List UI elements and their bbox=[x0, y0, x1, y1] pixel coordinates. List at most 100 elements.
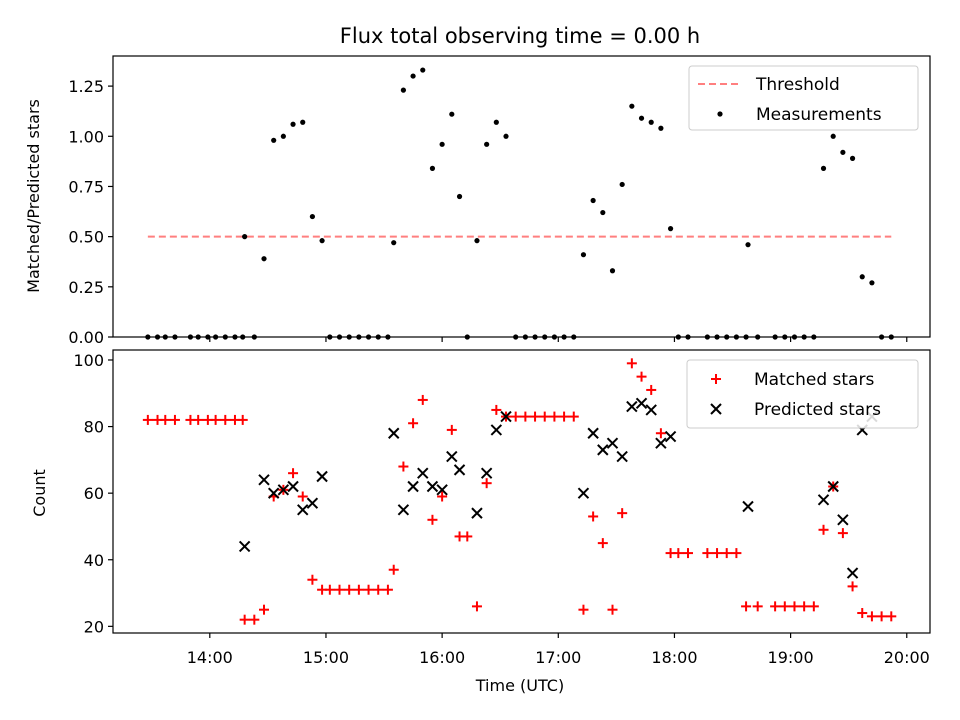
y-tick-label: 1.25 bbox=[68, 77, 104, 96]
measurement-point bbox=[474, 238, 480, 244]
matched-star-point bbox=[626, 358, 637, 369]
matched-star-point bbox=[578, 604, 589, 615]
x-tick-label: 20:00 bbox=[884, 648, 930, 667]
matched-star-point bbox=[481, 478, 492, 489]
predicted-star-point bbox=[635, 397, 648, 409]
measurement-point bbox=[745, 242, 751, 248]
measurement-point bbox=[309, 213, 316, 220]
predicted-star-point bbox=[287, 480, 299, 493]
predicted-star-point bbox=[664, 430, 677, 443]
matched-star-point bbox=[847, 581, 858, 592]
matched-star-point bbox=[752, 601, 763, 612]
measurement-point bbox=[600, 209, 606, 216]
flux-ratio-x-ticks bbox=[209, 337, 908, 342]
matched-star-point bbox=[673, 548, 684, 559]
measurement-point bbox=[820, 165, 827, 171]
matched-star-point bbox=[530, 411, 541, 422]
predicted-star-point bbox=[426, 480, 439, 493]
x-tick-label: 15:00 bbox=[303, 648, 349, 667]
predicted-star-point bbox=[817, 494, 830, 506]
matched-star-point bbox=[491, 404, 502, 415]
matched-star-point bbox=[568, 411, 579, 422]
measurement-point bbox=[859, 274, 865, 280]
measurement-point bbox=[503, 133, 509, 139]
legend-measurements-label: Measurements bbox=[756, 105, 882, 125]
y-tick-label: 0.25 bbox=[68, 278, 104, 297]
measurement-point bbox=[849, 155, 856, 161]
matched-star-point bbox=[682, 548, 693, 559]
y-tick-label: 100 bbox=[73, 351, 104, 370]
legend-threshold-label: Threshold bbox=[755, 75, 840, 95]
measurement-point bbox=[484, 141, 490, 147]
measurement-point bbox=[420, 67, 426, 73]
matched-star-point bbox=[712, 548, 723, 559]
matched-star-point bbox=[427, 514, 438, 525]
x-tick-label: 19:00 bbox=[768, 648, 814, 667]
predicted-star-point bbox=[277, 484, 290, 496]
matched-star-point bbox=[770, 601, 781, 612]
measurement-point bbox=[456, 193, 463, 200]
matched-star-point bbox=[334, 584, 345, 595]
y-tick-label: 40 bbox=[84, 551, 104, 570]
matched-star-point bbox=[237, 414, 248, 425]
predicted-star-point bbox=[837, 514, 849, 526]
matched-star-point bbox=[307, 574, 318, 585]
x-tick-label: 16:00 bbox=[419, 648, 465, 667]
matched-star-point bbox=[363, 584, 374, 595]
matched-star-point bbox=[721, 548, 732, 559]
matched-star-point bbox=[388, 564, 399, 575]
measurement-point bbox=[840, 149, 846, 155]
measurement-point bbox=[619, 181, 625, 188]
legend-matched-swatch bbox=[711, 374, 721, 384]
measurement-point bbox=[830, 133, 836, 139]
measurement-point bbox=[648, 119, 654, 125]
predicted-star-point bbox=[626, 400, 638, 413]
predicted-star-point bbox=[436, 484, 448, 496]
flux-ratio-y-axis-label: Matched/Predicted stars bbox=[24, 99, 43, 293]
measurement-point bbox=[629, 103, 635, 109]
predicted-star-point bbox=[407, 480, 419, 493]
flux-ratio-panel: 0.00 0.25 0.50 0.75 1.00 1.25 Matched/Predict… bbox=[24, 55, 931, 347]
matched-star-point bbox=[408, 418, 419, 429]
chart-title: Flux total observing time = 0.00 h bbox=[340, 24, 700, 48]
measurement-point bbox=[429, 165, 436, 171]
predicted-star-point bbox=[446, 450, 458, 463]
y-tick-label: 20 bbox=[84, 617, 104, 636]
matched-star-point bbox=[617, 508, 628, 519]
matched-star-point bbox=[353, 584, 364, 595]
matched-star-point bbox=[210, 414, 221, 425]
measurement-point bbox=[580, 252, 587, 258]
star-count-panel: 20 40 60 80 100 14:00 15:00 16:00 17:00 18:00 19:… bbox=[30, 349, 931, 695]
y-tick-label: 60 bbox=[84, 484, 104, 503]
measurement-point bbox=[493, 119, 499, 125]
matched-star-point bbox=[373, 584, 384, 595]
matched-star-point bbox=[789, 601, 800, 612]
measurement-point bbox=[658, 125, 664, 131]
measurement-point bbox=[667, 226, 674, 232]
matched-star-point bbox=[837, 528, 848, 539]
predicted-star-point bbox=[267, 487, 280, 499]
matched-star-point bbox=[220, 414, 231, 425]
legend-frame bbox=[686, 359, 919, 429]
measurement-point bbox=[280, 133, 286, 139]
matched-star-point bbox=[876, 611, 887, 622]
matched-star-point bbox=[259, 604, 270, 615]
measurement-point bbox=[391, 240, 397, 246]
x-tick-label: 14:00 bbox=[187, 648, 233, 667]
matched-star-point bbox=[324, 584, 335, 595]
matched-star-point bbox=[655, 428, 666, 439]
measurement-point bbox=[300, 119, 306, 125]
matched-star-point bbox=[249, 614, 260, 625]
matched-star-point bbox=[510, 411, 521, 422]
matched-star-point bbox=[597, 538, 608, 549]
matched-star-point bbox=[818, 524, 829, 535]
star-count-x-ticks: 14:00 15:00 16:00 17:00 18:00 19:00 20:00 bbox=[187, 633, 930, 667]
measurement-point bbox=[869, 280, 875, 286]
predicted-star-point bbox=[827, 480, 839, 493]
measurement-point bbox=[400, 87, 407, 93]
legend-matched-label: Matched stars bbox=[754, 370, 874, 390]
predicted-star-point bbox=[655, 437, 667, 449]
predicted-star-point bbox=[577, 487, 590, 499]
predicted-star-point bbox=[500, 410, 512, 423]
predicted-star-point bbox=[453, 464, 466, 476]
